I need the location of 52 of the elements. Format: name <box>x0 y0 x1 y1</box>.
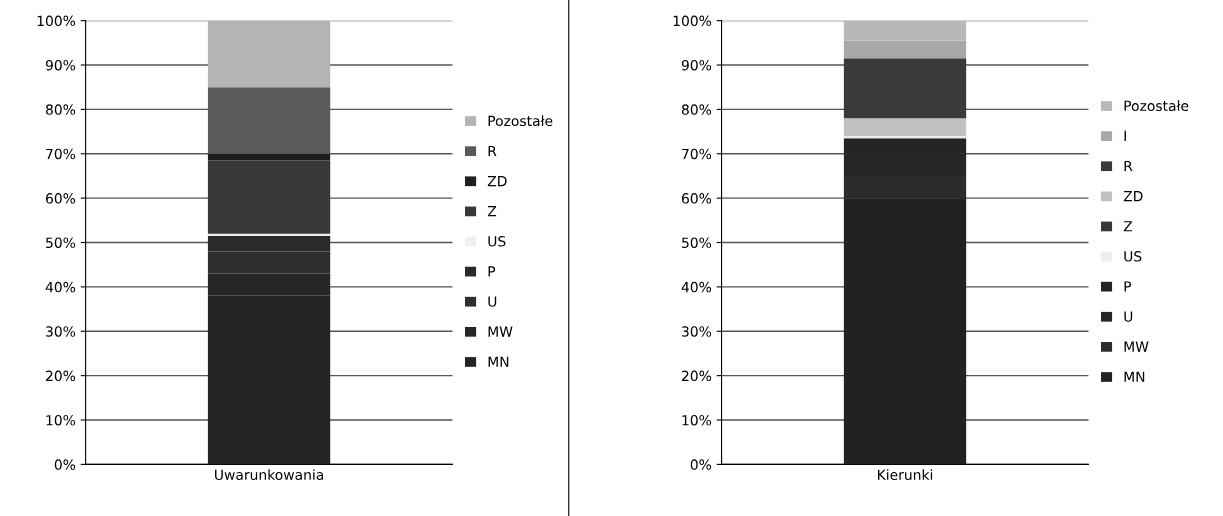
y-tick-label: 90% <box>45 59 76 71</box>
legend-label: MN <box>1124 371 1145 382</box>
y-tick-label: 50% <box>682 237 712 248</box>
y-tick-label: 90% <box>681 59 712 71</box>
bar <box>843 58 967 119</box>
legend-label: US <box>1124 251 1142 262</box>
y-tick-label: 20% <box>46 370 76 382</box>
bar <box>207 233 331 236</box>
y-tick-label: 70% <box>682 148 712 160</box>
y-tick-label: 30% <box>682 326 712 337</box>
legend-label: ZD <box>487 176 507 187</box>
y-tick-label: 100% <box>673 15 712 27</box>
bar <box>843 40 967 59</box>
y-tick-label: 0% <box>54 459 76 470</box>
bar <box>207 20 331 88</box>
y-tick-label: 80% <box>45 104 76 115</box>
legend-label: Pozostałe <box>488 115 553 127</box>
legend-label: R <box>1124 160 1133 172</box>
y-tick-label: 70% <box>46 148 76 160</box>
y-tick-label: 40% <box>45 281 76 293</box>
legend-label: R <box>488 145 497 157</box>
legend-label: I <box>1124 130 1126 141</box>
legend-label: U <box>488 296 497 307</box>
legend-label: ZD <box>1123 191 1143 202</box>
bar <box>843 20 967 41</box>
legend-label: US <box>488 236 506 247</box>
legend-label: MW <box>488 326 513 337</box>
legend-label: Pozostałe <box>1124 100 1189 112</box>
y-tick-label: 60% <box>45 193 76 204</box>
bar <box>843 136 967 139</box>
x-tick-label: Uwarunkowania <box>215 469 324 481</box>
legend-label: MN <box>488 356 509 367</box>
legend-label: Z <box>487 206 497 217</box>
legend-label: MW <box>1124 341 1149 352</box>
bar <box>207 153 331 161</box>
y-tick-label: 10% <box>682 414 712 426</box>
bar <box>207 160 331 234</box>
y-tick-label: 30% <box>46 326 76 337</box>
y-tick-label: 60% <box>681 193 712 204</box>
legend-label: Z <box>1123 221 1133 232</box>
x-tick-label: Kierunki <box>878 469 933 481</box>
y-tick-label: 20% <box>682 370 712 382</box>
y-tick-label: 10% <box>46 414 76 426</box>
y-tick-label: 50% <box>46 237 76 248</box>
bar <box>843 118 967 137</box>
y-tick-label: 100% <box>37 15 76 27</box>
y-tick-label: 0% <box>690 459 712 470</box>
y-tick-label: 80% <box>681 104 712 115</box>
legend-label: P <box>488 266 496 277</box>
y-tick-label: 40% <box>681 281 712 293</box>
legend-label: U <box>1124 311 1133 322</box>
legend-label: P <box>1124 281 1132 292</box>
